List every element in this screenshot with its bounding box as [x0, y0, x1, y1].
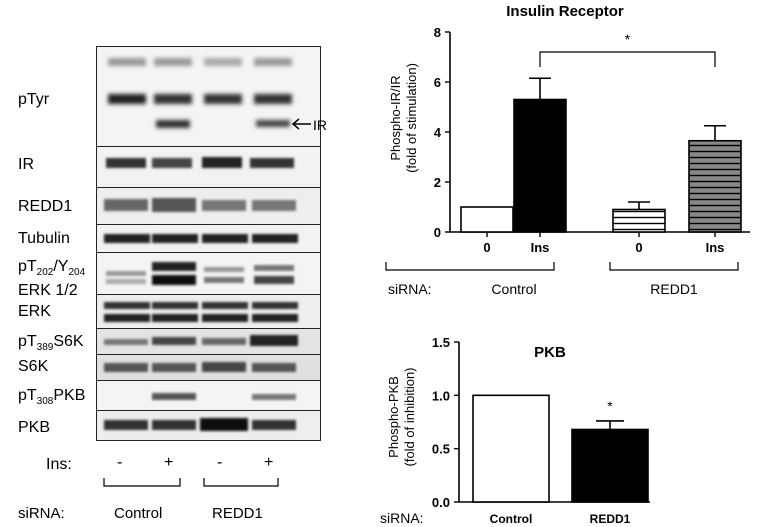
y-axis-label-line1: Phospho-PKB [386, 376, 401, 458]
x-tick-label: REDD1 [590, 512, 631, 526]
bar [571, 428, 649, 503]
x-tick-label: 0 [483, 240, 490, 255]
blot-label-perk: pT202/Y204 ERK 1/2 [18, 258, 86, 300]
blot-label-pkb: PKB [18, 419, 51, 436]
group-label-control: Control [491, 281, 536, 297]
sirna-label: siRNA: [380, 510, 424, 526]
group-label-redd1: REDD1 [212, 505, 263, 522]
blot-label-erk: ERK [18, 303, 51, 320]
bar [612, 208, 666, 233]
plot-area: 0.0 0.5 1.0 1.5 * [432, 335, 650, 510]
group-bracket-control [385, 262, 555, 271]
y-tick-label: 8 [434, 25, 441, 40]
chart-title: Insulin Receptor [506, 3, 624, 20]
pkb-chart: PKB Phospho-PKB (fold of inhibition) 0.0… [380, 335, 650, 526]
significance-marker: * [607, 398, 613, 414]
y-tick-label: 1.5 [432, 335, 450, 350]
chart-title: PKB [534, 344, 566, 361]
sirna-label: siRNA: [18, 505, 65, 522]
group-brackets [103, 478, 279, 487]
y-tick-label: 1.0 [432, 388, 450, 403]
plot-area: 0 2 4 6 8 * [434, 25, 750, 240]
y-tick-label: 0.0 [432, 495, 450, 510]
x-tick-label: Ins [706, 240, 725, 255]
group-label-control: Control [114, 505, 163, 522]
y-axis-label-line2: (fold of stimulation) [404, 63, 419, 173]
significance-bracket [539, 51, 716, 67]
x-tick-label: Ins [531, 240, 550, 255]
ins-value-lane1: - [117, 454, 123, 471]
ins-label: Ins: [46, 456, 72, 473]
blot-label-redd1: REDD1 [18, 198, 73, 215]
blot-image [96, 46, 321, 441]
y-tick-label: 0 [434, 225, 441, 240]
sirna-label: siRNA: [388, 281, 432, 297]
y-tick-label: 0.5 [432, 442, 450, 457]
y-axis-label-line1: Phospho-IR/IR [388, 75, 403, 160]
ins-value-lane4: + [264, 454, 274, 471]
significance-marker: * [625, 31, 631, 47]
group-label-redd1: REDD1 [650, 281, 698, 297]
x-tick-label: Control [490, 512, 533, 526]
bar [472, 394, 550, 503]
y-tick-label: 2 [434, 175, 441, 190]
ins-value-lane2: + [164, 454, 174, 471]
bar [460, 206, 514, 233]
ins-value-lane3: - [217, 454, 223, 471]
y-axis-label-line2: (fold of inhibition) [402, 368, 417, 467]
ir-arrow-label: IR [313, 117, 327, 133]
insulin-receptor-chart: Insulin Receptor Phospho-IR/IR (fold of … [385, 3, 750, 297]
group-bracket-redd1 [609, 262, 739, 271]
blot-label-ppkb: pT308PKB [18, 387, 86, 408]
y-tick-label: 6 [434, 75, 441, 90]
x-tick-label: 0 [635, 240, 642, 255]
blot-label-s6k: S6K [18, 358, 49, 375]
y-tick-label: 4 [434, 125, 442, 140]
blot-label-tubulin: Tubulin [18, 230, 70, 247]
arrow-left-icon [291, 118, 311, 130]
bar [688, 139, 742, 233]
bar [513, 98, 567, 233]
blot-label-ir: IR [18, 156, 34, 173]
blot-label-ptyr: pTyr [18, 91, 50, 108]
blot-label-ps6k: pT389S6K [18, 333, 84, 354]
